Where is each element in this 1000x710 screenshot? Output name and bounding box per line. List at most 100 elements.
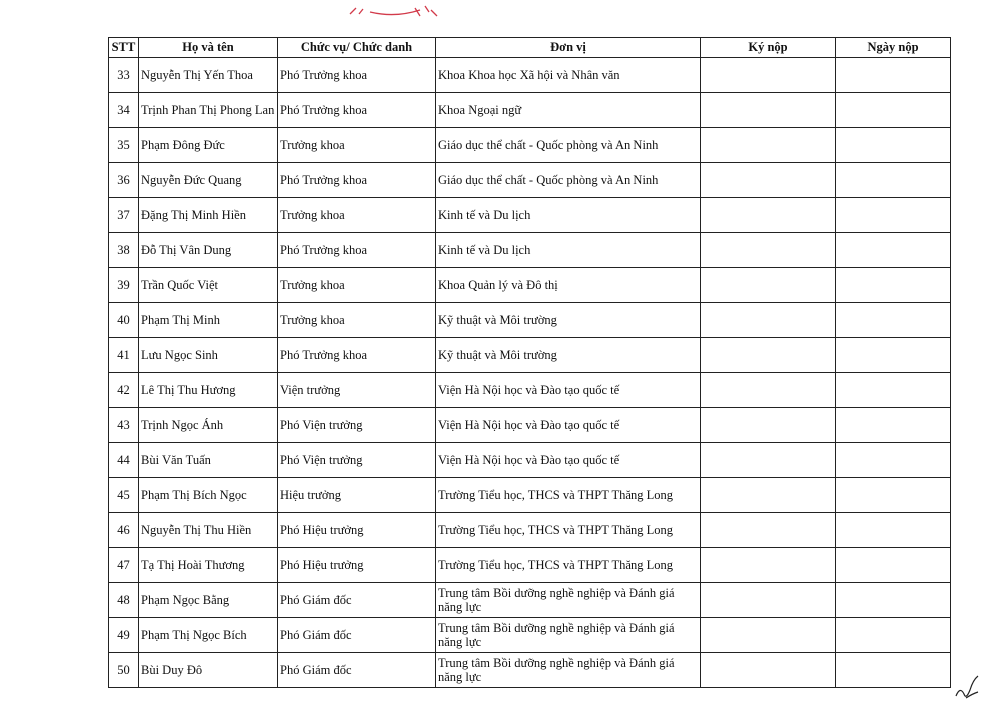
cell-name: Phạm Thị Bích Ngọc — [138, 477, 278, 513]
cell-date — [835, 337, 951, 373]
cell-date — [835, 652, 951, 688]
header-position: Chức vụ/ Chức danh — [277, 37, 436, 58]
table-row: 40 Phạm Thị Minh Trưởng khoa Kỹ thuật và Mô… — [108, 302, 951, 338]
cell-date — [835, 477, 951, 513]
table-row: 46 Nguyễn Thị Thu Hiền Phó Hiệu trưởng Trườ… — [108, 512, 951, 548]
cell-date — [835, 617, 951, 653]
cell-name: Phạm Thị Minh — [138, 302, 278, 338]
table-row: 33 Nguyễn Thị Yến Thoa Phó Trưởng khoa Khoa… — [108, 57, 951, 93]
cell-stt: 46 — [108, 512, 139, 548]
cell-position: Phó Viện trưởng — [277, 442, 436, 478]
cell-unit: Viện Hà Nội học và Đào tạo quốc tế — [435, 407, 701, 443]
cell-signed — [700, 582, 836, 618]
cell-unit: Khoa Khoa học Xã hội và Nhân văn — [435, 57, 701, 93]
header-signed: Ký nộp — [700, 37, 836, 58]
table-row: 49 Phạm Thị Ngọc Bích Phó Giám đốc Trung tâ… — [108, 617, 951, 653]
cell-unit: Giáo dục thể chất - Quốc phòng và An Nin… — [435, 127, 701, 163]
cell-name: Lê Thị Thu Hương — [138, 372, 278, 408]
cell-name: Nguyễn Thị Yến Thoa — [138, 57, 278, 93]
cell-name: Đỗ Thị Vân Dung — [138, 232, 278, 268]
cell-stt: 39 — [108, 267, 139, 303]
cell-name: Trịnh Ngọc Ánh — [138, 407, 278, 443]
cell-stt: 33 — [108, 57, 139, 93]
cell-name: Nguyễn Thị Thu Hiền — [138, 512, 278, 548]
cell-position: Phó Trưởng khoa — [277, 337, 436, 373]
cell-date — [835, 162, 951, 198]
cell-signed — [700, 57, 836, 93]
cell-position: Phó Viện trưởng — [277, 407, 436, 443]
cell-unit: Kỹ thuật và Môi trường — [435, 337, 701, 373]
table-row: 50 Bùi Duy Đô Phó Giám đốc Trung tâm Bồi dư… — [108, 652, 951, 688]
table-row: 38 Đỗ Thị Vân Dung Phó Trưởng khoa Kinh tế … — [108, 232, 951, 268]
cell-position: Phó Trưởng khoa — [277, 162, 436, 198]
cell-stt: 40 — [108, 302, 139, 338]
cell-unit: Khoa Ngoại ngữ — [435, 92, 701, 128]
cell-signed — [700, 512, 836, 548]
table-row: 36 Nguyễn Đức Quang Phó Trưởng khoa Giáo dụ… — [108, 162, 951, 198]
cell-stt: 48 — [108, 582, 139, 618]
cell-position: Phó Giám đốc — [277, 652, 436, 688]
table-row: 39 Trần Quốc Việt Trưởng khoa Khoa Quản lý … — [108, 267, 951, 303]
cell-position: Phó Giám đốc — [277, 617, 436, 653]
cell-position: Phó Trưởng khoa — [277, 92, 436, 128]
cell-position: Hiệu trưởng — [277, 477, 436, 513]
cell-signed — [700, 232, 836, 268]
cell-date — [835, 92, 951, 128]
header-date: Ngày nộp — [835, 37, 951, 58]
cell-date — [835, 582, 951, 618]
cell-unit: Trung tâm Bồi dưỡng nghề nghiệp và Đánh … — [435, 617, 701, 653]
cell-name: Bùi Duy Đô — [138, 652, 278, 688]
cell-stt: 34 — [108, 92, 139, 128]
cell-date — [835, 547, 951, 583]
cell-position: Phó Hiệu trưởng — [277, 547, 436, 583]
cell-position: Trưởng khoa — [277, 302, 436, 338]
cell-date — [835, 127, 951, 163]
cell-unit: Trung tâm Bồi dưỡng nghề nghiệp và Đánh … — [435, 652, 701, 688]
submission-table: STT Họ và tên Chức vụ/ Chức danh Đơn vị … — [108, 37, 951, 688]
cell-date — [835, 197, 951, 233]
cell-position: Phó Trưởng khoa — [277, 232, 436, 268]
cell-name: Phạm Ngọc Bằng — [138, 582, 278, 618]
cell-signed — [700, 477, 836, 513]
table-row: 44 Bùi Văn Tuấn Phó Viện trưởng Viện Hà Nội… — [108, 442, 951, 478]
table-row: 34 Trịnh Phan Thị Phong Lan Phó Trưởng kho… — [108, 92, 951, 128]
cell-name: Phạm Đông Đức — [138, 127, 278, 163]
cell-position: Phó Trưởng khoa — [277, 57, 436, 93]
table-header-row: STT Họ và tên Chức vụ/ Chức danh Đơn vị … — [108, 37, 951, 58]
cell-name: Tạ Thị Hoài Thương — [138, 547, 278, 583]
cell-stt: 41 — [108, 337, 139, 373]
cell-position: Trưởng khoa — [277, 267, 436, 303]
cell-stt: 37 — [108, 197, 139, 233]
cell-signed — [700, 162, 836, 198]
signature-initials — [955, 675, 979, 699]
table-row: 42 Lê Thị Thu Hương Viện trưởng Viện Hà Nội… — [108, 372, 951, 408]
table-row: 37 Đặng Thị Minh Hiền Trưởng khoa Kinh tế v… — [108, 197, 951, 233]
cell-signed — [700, 617, 836, 653]
cell-signed — [700, 547, 836, 583]
cell-name: Trịnh Phan Thị Phong Lan — [138, 92, 278, 128]
cell-date — [835, 267, 951, 303]
cell-unit: Trường Tiểu học, THCS và THPT Thăng Long — [435, 547, 701, 583]
cell-unit: Kỹ thuật và Môi trường — [435, 302, 701, 338]
cell-signed — [700, 652, 836, 688]
cell-signed — [700, 302, 836, 338]
cell-name: Nguyễn Đức Quang — [138, 162, 278, 198]
cell-stt: 44 — [108, 442, 139, 478]
cell-position: Viện trưởng — [277, 372, 436, 408]
cell-name: Lưu Ngọc Sinh — [138, 337, 278, 373]
table-row: 47 Tạ Thị Hoài Thương Phó Hiệu trưởng Trườn… — [108, 547, 951, 583]
cell-signed — [700, 197, 836, 233]
cell-stt: 42 — [108, 372, 139, 408]
cell-name: Đặng Thị Minh Hiền — [138, 197, 278, 233]
cell-signed — [700, 442, 836, 478]
cell-unit: Giáo dục thể chất - Quốc phòng và An Nin… — [435, 162, 701, 198]
cell-signed — [700, 92, 836, 128]
table-row: 45 Phạm Thị Bích Ngọc Hiệu trưởng Trường Ti… — [108, 477, 951, 513]
cell-unit: Kinh tế và Du lịch — [435, 232, 701, 268]
cell-stt: 49 — [108, 617, 139, 653]
cell-signed — [700, 267, 836, 303]
cell-name: Bùi Văn Tuấn — [138, 442, 278, 478]
table-row: 35 Phạm Đông Đức Trưởng khoa Giáo dục thể c… — [108, 127, 951, 163]
cell-date — [835, 442, 951, 478]
cell-date — [835, 407, 951, 443]
